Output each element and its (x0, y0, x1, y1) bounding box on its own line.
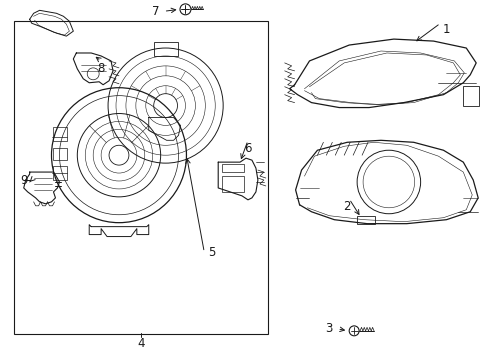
Bar (53, 127, 68, 141)
Bar (464, 86, 479, 105)
Bar (222, 176, 244, 192)
Bar (14, 21, 268, 334)
Bar (357, 216, 375, 224)
Text: 1: 1 (442, 23, 450, 36)
Text: 5: 5 (209, 246, 216, 259)
Bar (154, 42, 177, 56)
Text: 7: 7 (152, 5, 159, 18)
Text: 6: 6 (244, 142, 252, 155)
Bar (222, 164, 244, 172)
Bar (53, 148, 68, 160)
Text: 2: 2 (343, 200, 351, 213)
Bar (53, 166, 68, 180)
Text: 4: 4 (137, 337, 145, 350)
Text: 9: 9 (20, 174, 27, 186)
Text: 8: 8 (98, 62, 105, 75)
Text: 3: 3 (326, 322, 333, 336)
